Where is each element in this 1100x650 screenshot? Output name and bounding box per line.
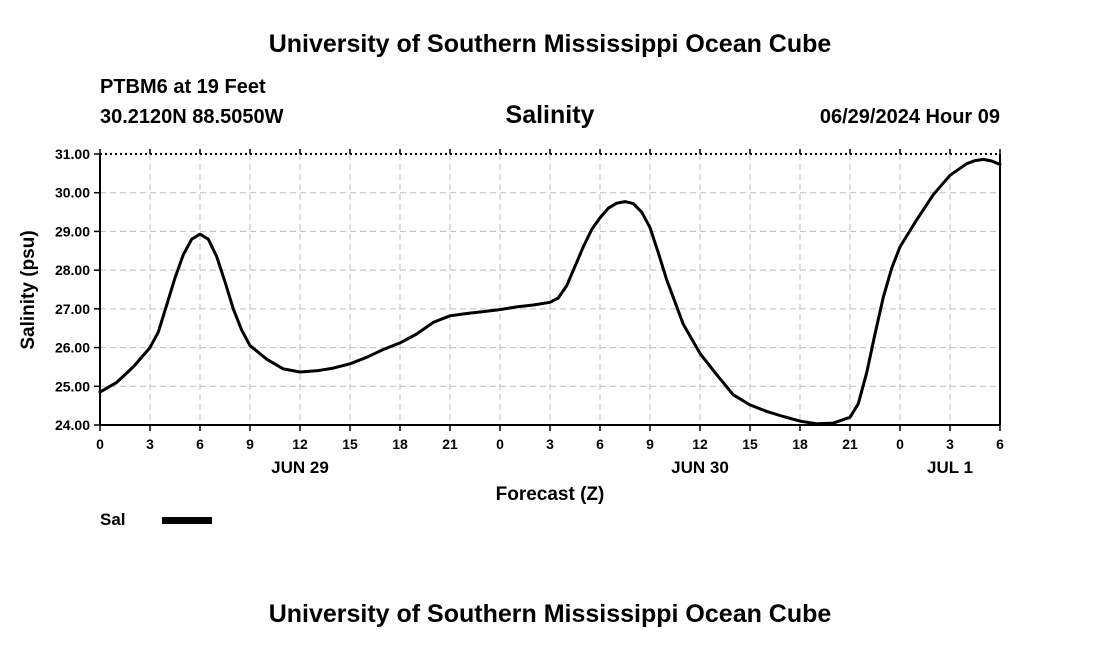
footer-title: University of Southern Mississippi Ocean… <box>268 600 832 628</box>
x-tick-label: 12 <box>292 436 308 452</box>
header-title: University of Southern Mississippi Ocean… <box>268 30 832 58</box>
x-tick-label: 15 <box>742 436 758 452</box>
x-tick-label: 18 <box>792 436 808 452</box>
legend-line-swatch <box>162 517 212 524</box>
chart-series <box>98 157 1002 426</box>
y-tick-label: 29.00 <box>55 223 90 239</box>
x-tick-label: 0 <box>96 436 104 452</box>
y-axis-label: Salinity (psu) <box>18 230 39 349</box>
station-name: PTBM6 at 19 Feet <box>100 76 266 98</box>
x-tick-label: 18 <box>392 436 408 452</box>
x-tick-label: 12 <box>692 436 708 452</box>
x-date-label: JUL 1 <box>927 458 973 477</box>
x-tick-label: 3 <box>546 436 554 452</box>
x-tick-label: 6 <box>196 436 204 452</box>
x-date-label: JUN 29 <box>271 458 329 477</box>
x-tick-label: 3 <box>946 436 954 452</box>
y-tick-label: 26.00 <box>55 340 90 356</box>
y-tick-label: 25.00 <box>55 378 90 394</box>
y-tick-label: 30.00 <box>55 185 90 201</box>
forecast-timestamp: 06/29/2024 Hour 09 <box>819 106 1000 128</box>
x-tick-label: 9 <box>246 436 254 452</box>
y-tick-label: 31.00 <box>55 146 90 162</box>
y-tick-label: 24.00 <box>55 417 90 433</box>
x-tick-label: 15 <box>342 436 358 452</box>
y-tick-label: 28.00 <box>55 262 90 278</box>
chart-axes <box>94 149 1001 431</box>
x-tick-label: 6 <box>996 436 1004 452</box>
legend-label: Sal <box>100 510 126 529</box>
x-tick-label: 21 <box>442 436 458 452</box>
x-tick-label: 0 <box>896 436 904 452</box>
station-coords: 30.2120N 88.5050W <box>100 106 284 128</box>
x-tick-label: 21 <box>842 436 858 452</box>
x-tick-label: 0 <box>496 436 504 452</box>
chart-tick-labels: 24.00 25.00 26.00 27.00 28.00 29.00 30.00 31.00… <box>55 146 1004 477</box>
x-date-label: JUN 30 <box>671 458 729 477</box>
x-tick-label: 9 <box>646 436 654 452</box>
chart-title: Salinity <box>505 101 595 129</box>
chart-grid <box>100 154 1000 425</box>
x-tick-label: 6 <box>596 436 604 452</box>
series-line-salinity <box>98 157 1002 426</box>
y-tick-label: 27.00 <box>55 301 90 317</box>
x-axis-label: Forecast (Z) <box>496 484 605 505</box>
x-tick-label: 3 <box>146 436 154 452</box>
